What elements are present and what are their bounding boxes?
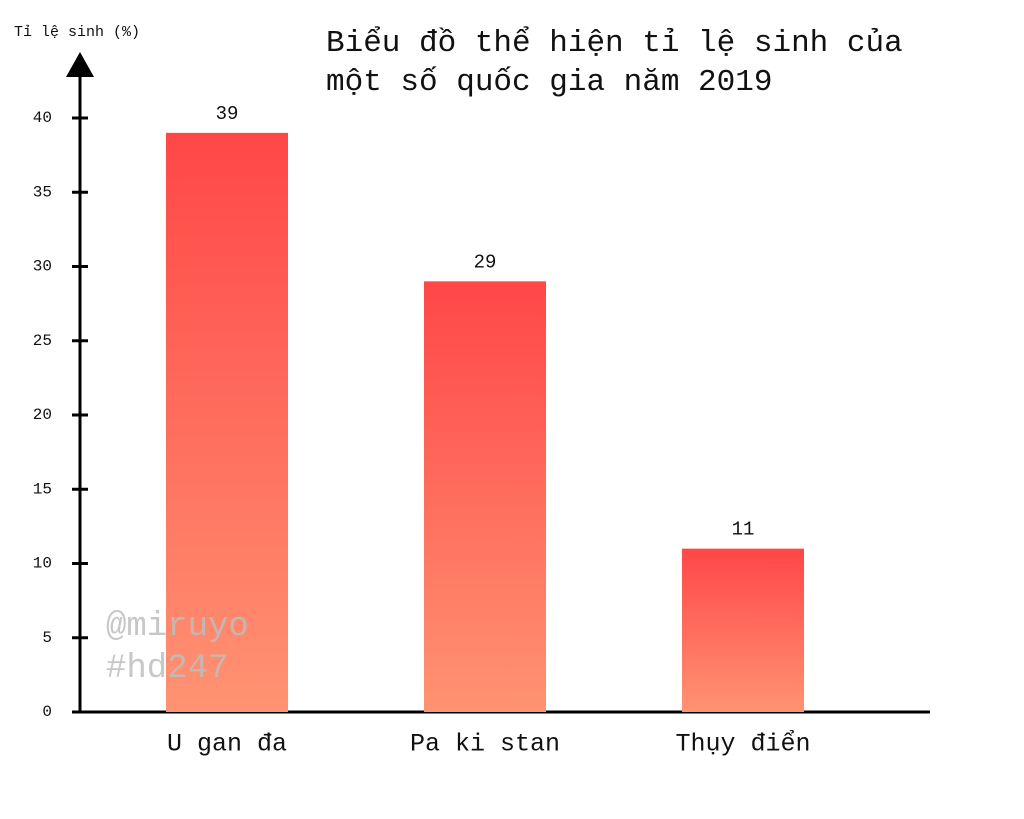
bar	[166, 132, 288, 713]
y-tick-label: 35	[33, 183, 52, 201]
chart-title: Biểu đồ thể hiện tỉ lệ sinh của	[326, 24, 903, 61]
x-tick-label: Thụy điển	[675, 730, 810, 759]
watermark: @miruyo	[106, 608, 249, 646]
value-label: 39	[216, 103, 239, 125]
y-tick-label: 0	[42, 703, 52, 721]
y-tick-label: 15	[33, 480, 52, 498]
y-tick-label: 5	[42, 629, 52, 647]
y-tick-label: 10	[33, 555, 52, 573]
y-axis-label: Tỉ lệ sinh (%)	[14, 24, 140, 41]
y-tick-label: 25	[33, 332, 52, 350]
y-axis-arrow	[66, 52, 94, 77]
x-tick-label: Pa ki stan	[410, 730, 560, 759]
x-tick-label: U gan đa	[167, 730, 287, 759]
y-tick-label: 30	[33, 258, 52, 276]
chart-title: một số quốc gia năm 2019	[326, 65, 772, 100]
y-tick-label: 40	[33, 109, 52, 127]
bar	[424, 281, 546, 712]
y-tick-label: 20	[33, 406, 52, 424]
value-label: 29	[474, 251, 497, 273]
value-label: 11	[732, 519, 755, 541]
bar	[682, 548, 804, 712]
watermark: #hd247	[106, 650, 228, 688]
